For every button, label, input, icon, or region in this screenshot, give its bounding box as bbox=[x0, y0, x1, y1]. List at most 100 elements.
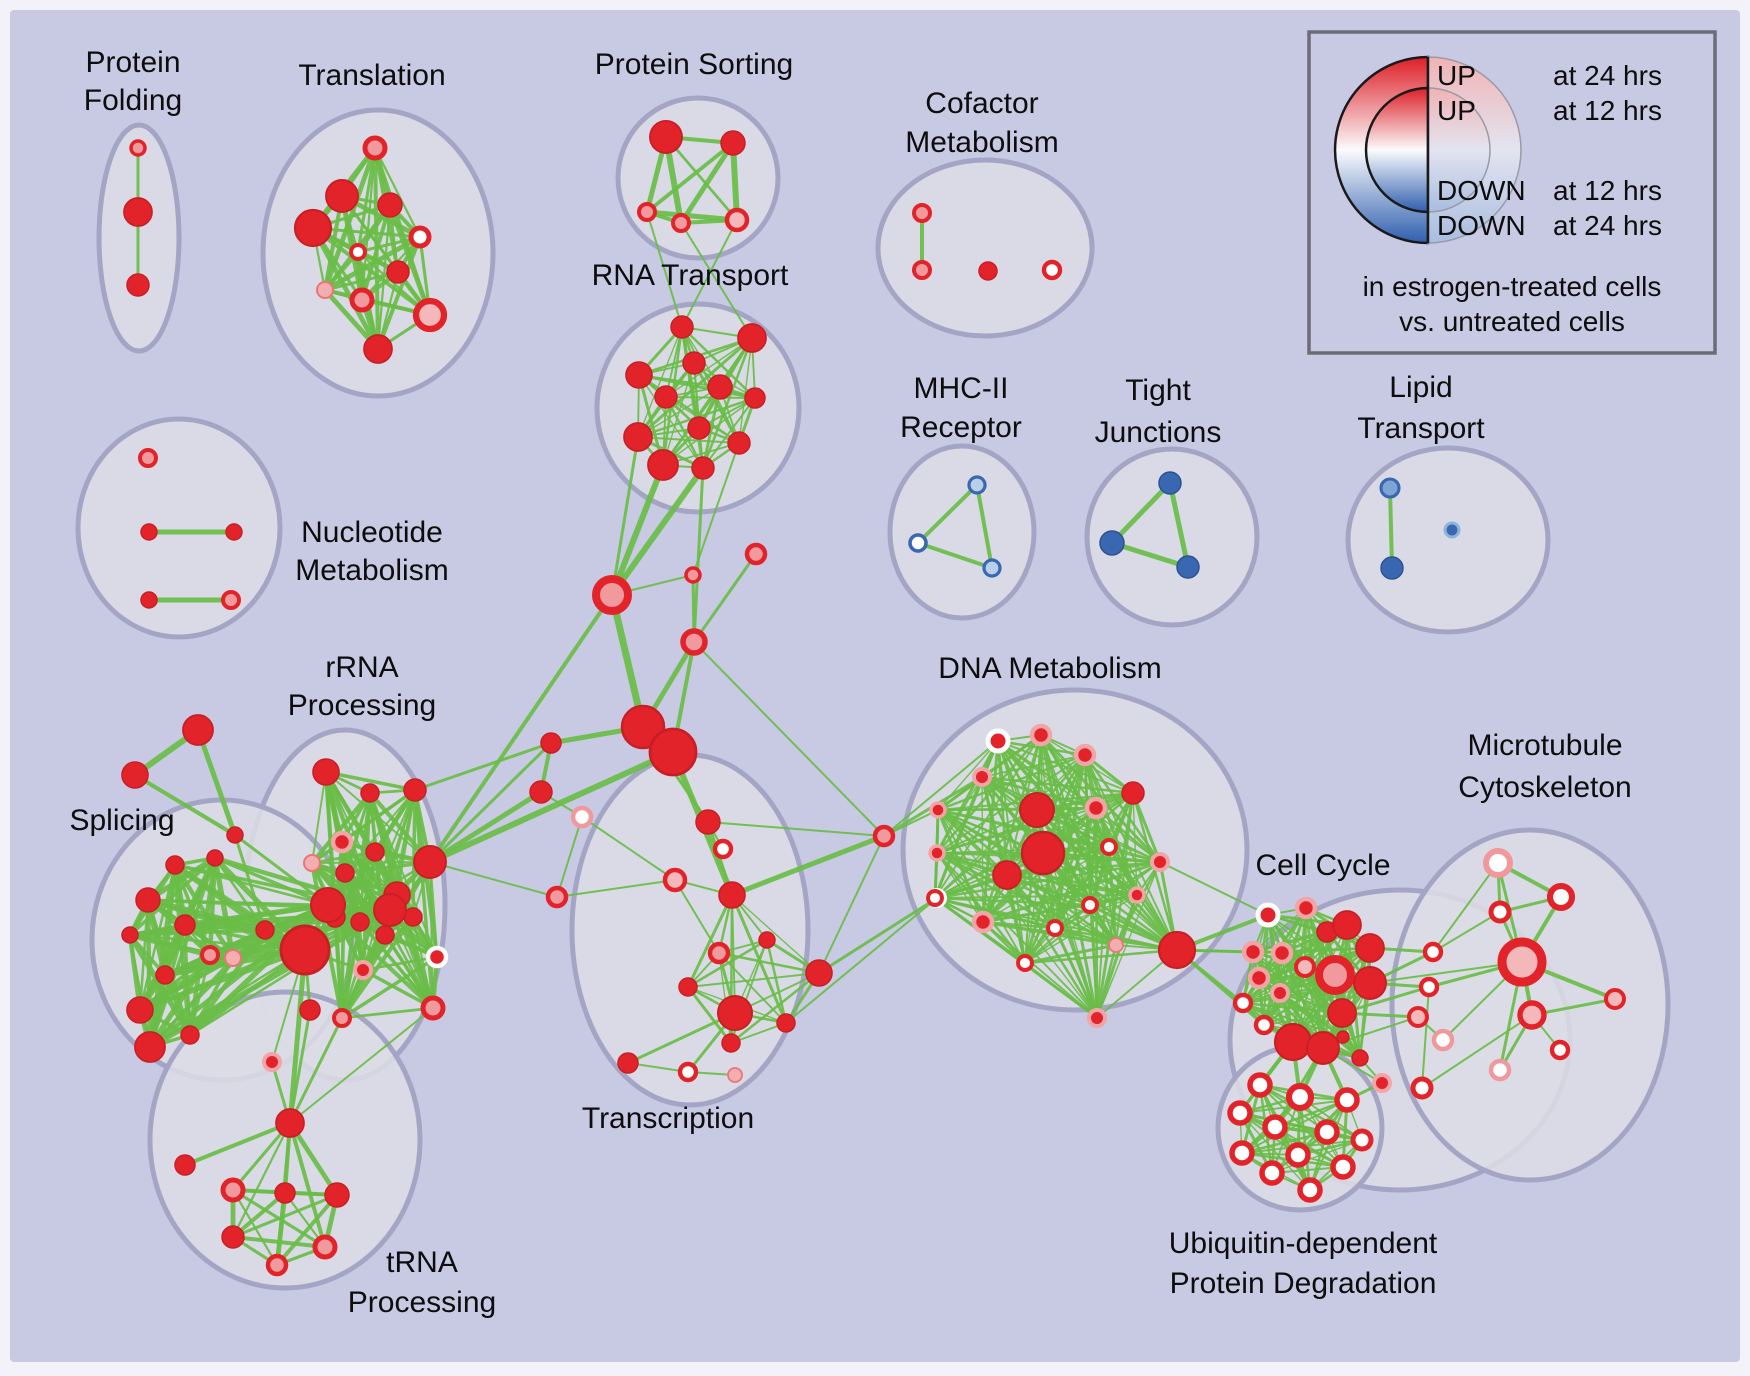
network-edge bbox=[935, 851, 1057, 930]
network-edge bbox=[1109, 480, 1173, 546]
network-edge bbox=[982, 904, 1091, 923]
network-node-tr9 bbox=[349, 287, 375, 313]
cluster-label-ubiquitin-degradation: Protein Degradation bbox=[1170, 1267, 1437, 1300]
cluster-label-cofactor-metabolism: Metabolism bbox=[905, 126, 1058, 159]
legend-glyph-inner-left bbox=[1364, 86, 1430, 214]
network-node-mt5 bbox=[1604, 988, 1626, 1010]
network-edge bbox=[373, 146, 422, 239]
network-node-cc5 bbox=[1355, 933, 1385, 963]
network-node-ps3 bbox=[637, 202, 657, 222]
network-edge bbox=[195, 727, 238, 838]
legend-row-down12-label: DOWN bbox=[1437, 175, 1526, 206]
network-node-tr8 bbox=[316, 281, 334, 299]
network-edge bbox=[637, 436, 740, 444]
network-node-cc4 bbox=[1332, 910, 1362, 940]
network-node-mt3 bbox=[1488, 900, 1512, 924]
cluster-ellipse-mhc-ii-receptor bbox=[887, 443, 1037, 621]
network-edge bbox=[231, 1121, 292, 1239]
legend-node-glyph bbox=[1333, 55, 1522, 245]
network-edge bbox=[687, 972, 820, 988]
network-node-sp15 bbox=[279, 924, 331, 976]
network-node-lt2 bbox=[1380, 556, 1404, 580]
network-node-dm22 bbox=[1016, 954, 1034, 972]
cluster-label-cofactor-metabolism: Cofactor bbox=[925, 87, 1038, 120]
network-node-rr15 bbox=[353, 960, 373, 980]
network-node-dm8 bbox=[928, 844, 946, 862]
network-edge bbox=[173, 863, 392, 912]
network-node-ch6 bbox=[648, 727, 698, 777]
network-node-mt2 bbox=[1546, 882, 1576, 912]
network-edge bbox=[1023, 943, 1118, 965]
network-edge bbox=[1036, 809, 1161, 863]
network-edge bbox=[785, 897, 938, 1024]
network-edge bbox=[936, 852, 1178, 951]
network-node-cr4 bbox=[1431, 1028, 1455, 1052]
legend-row-up12-label: UP bbox=[1437, 95, 1476, 126]
network-edge bbox=[680, 325, 757, 400]
legend-glyph-inner-right bbox=[1427, 87, 1491, 213]
network-node-tx8 bbox=[678, 977, 698, 997]
network-node-mt1 bbox=[1483, 848, 1513, 878]
network-edge bbox=[608, 591, 647, 731]
legend-border bbox=[1307, 30, 1717, 355]
network-edge bbox=[1432, 862, 1499, 953]
network-node-tn2 bbox=[220, 1177, 246, 1203]
network-node-tx6 bbox=[758, 931, 776, 949]
network-node-dm13 bbox=[1150, 852, 1170, 872]
network-node-rt3 bbox=[682, 351, 706, 375]
network-node-tx12 bbox=[776, 1013, 796, 1033]
cluster-label-protein-folding: Folding bbox=[84, 84, 182, 117]
network-node-cc1 bbox=[1255, 902, 1281, 928]
network-node-rt6 bbox=[654, 385, 678, 409]
network-edge bbox=[340, 955, 439, 1020]
network-edge bbox=[310, 850, 377, 865]
cluster-label-trna-processing: Processing bbox=[348, 1286, 496, 1319]
network-edge bbox=[173, 863, 212, 957]
network-edge bbox=[230, 902, 331, 961]
network-edge bbox=[1089, 904, 1098, 1019]
network-node-ch4 bbox=[680, 628, 708, 656]
network-edge bbox=[310, 225, 381, 352]
network-edge bbox=[1240, 1130, 1329, 1155]
network-edge bbox=[324, 770, 417, 792]
network-edge bbox=[1175, 948, 1266, 1027]
network-edge bbox=[693, 641, 885, 837]
network-node-tx7 bbox=[707, 941, 731, 965]
network-node-tn4 bbox=[324, 1182, 350, 1208]
network-edge bbox=[1421, 1014, 1533, 1089]
network-node-cc17 bbox=[1306, 1031, 1340, 1065]
network-node-nm5 bbox=[221, 590, 241, 610]
network-node-tx5 bbox=[718, 881, 746, 909]
network-edge bbox=[148, 948, 307, 1049]
network-node-cc9 bbox=[1315, 955, 1355, 995]
network-node-sp10 bbox=[200, 945, 220, 965]
network-node-tn1 bbox=[275, 1108, 305, 1138]
network-node-cc7 bbox=[1270, 941, 1294, 965]
network-node-tx15 bbox=[727, 1067, 743, 1083]
network-edge bbox=[411, 788, 417, 919]
network-edge bbox=[274, 1190, 288, 1268]
network-node-rt9 bbox=[623, 422, 653, 452]
network-node-nm3 bbox=[225, 523, 243, 541]
network-node-ub4 bbox=[1227, 1100, 1253, 1126]
network-node-tx3 bbox=[662, 867, 688, 893]
network-edge bbox=[1053, 926, 1099, 1020]
network-node-ps2 bbox=[720, 130, 746, 156]
network-node-rr2 bbox=[360, 783, 380, 803]
network-node-mh1 bbox=[967, 475, 987, 495]
network-node-dm4 bbox=[972, 767, 992, 787]
network-node-rt11 bbox=[647, 449, 679, 481]
network-node-ch3 bbox=[744, 542, 768, 566]
network-node-ub12 bbox=[1297, 1177, 1323, 1203]
network-node-sp2 bbox=[174, 914, 196, 936]
network-edge bbox=[1005, 873, 1139, 897]
network-node-rr4 bbox=[330, 830, 354, 854]
network-node-ps4 bbox=[671, 213, 691, 233]
legend-row-up24-time: at 24 hrs bbox=[1553, 60, 1662, 91]
legend-note-line2: vs. untreated cells bbox=[1399, 306, 1625, 337]
network-node-dm20 bbox=[1157, 930, 1197, 970]
network-edge bbox=[738, 337, 753, 444]
network-edge bbox=[1421, 986, 1430, 1089]
network-node-tx2 bbox=[712, 838, 734, 860]
network-node-mt8 bbox=[1549, 1039, 1571, 1061]
